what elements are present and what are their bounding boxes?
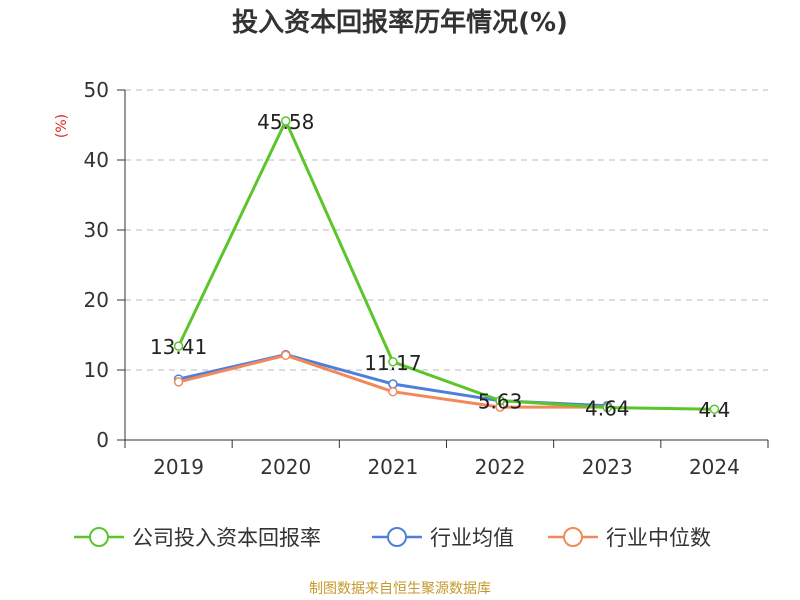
x-tick-label: 2020	[260, 455, 311, 479]
y-axis-label: (%)	[54, 114, 70, 138]
legend-label: 行业中位数	[606, 526, 711, 550]
data-label: 45.58	[257, 110, 314, 134]
y-tick-label: 40	[84, 148, 109, 172]
x-tick-label: 2021	[367, 455, 418, 479]
source-note: 制图数据来自恒生聚源数据库	[309, 581, 491, 597]
data-label: 13.41	[150, 335, 207, 359]
y-tick-label: 50	[84, 78, 109, 102]
data-point	[495, 395, 505, 406]
data-point	[388, 379, 398, 389]
data-label: 4.64	[585, 397, 630, 421]
x-tick-label: 2019	[153, 455, 204, 479]
data-point	[173, 341, 184, 351]
chart-title: 投入资本回报率历年情况(%)	[232, 8, 568, 38]
data-label: 5.63	[478, 390, 523, 414]
data-label: 11.17	[364, 351, 421, 375]
legend-label: 行业均值	[430, 526, 514, 550]
y-tick-label: 0	[96, 428, 109, 452]
data-point	[388, 386, 398, 397]
data-point	[709, 404, 720, 414]
legend-label: 公司投入资本回报率	[132, 526, 321, 550]
legend-marker	[89, 527, 109, 547]
data-label: 4.4	[699, 398, 731, 422]
series-line-0	[177, 119, 715, 411]
legend-marker	[387, 527, 407, 547]
legend-marker	[563, 527, 583, 547]
data-point	[388, 357, 398, 367]
data-point	[281, 116, 291, 126]
y-tick-label: 20	[84, 288, 109, 312]
data-point	[602, 402, 612, 413]
data-point	[173, 377, 184, 387]
data-point	[281, 350, 291, 361]
y-tick-label: 10	[84, 358, 109, 382]
y-tick-label: 30	[84, 218, 109, 242]
x-tick-label: 2023	[582, 455, 633, 479]
x-tick-label: 2022	[475, 455, 526, 479]
x-tick-label: 2024	[689, 455, 740, 479]
